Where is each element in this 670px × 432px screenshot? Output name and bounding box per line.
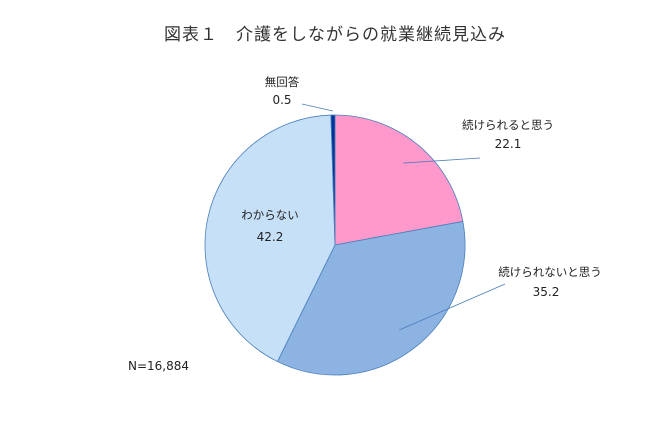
leader-line-0 <box>403 157 481 164</box>
slice-label-yes: 続けられると思う <box>462 118 554 132</box>
slice-value-yes: 22.1 <box>495 137 522 151</box>
slice-label-noanswer: 無回答 <box>265 75 300 89</box>
chart-title: 図表１ 介護をしながらの就業継続見込み <box>164 25 506 45</box>
leader-lines <box>301 103 506 331</box>
slice-label-unknown: わからない <box>241 208 299 222</box>
slice-noanswer <box>330 114 336 246</box>
slice-unknown <box>204 114 336 363</box>
slice-value-unknown: 42.2 <box>257 230 284 244</box>
slice-value-noanswer: 0.5 <box>272 93 291 107</box>
leader-line-1 <box>399 283 506 331</box>
leader-line-3 <box>301 103 333 112</box>
sample-size-note: N=16,884 <box>128 359 189 373</box>
slice-no <box>276 220 466 376</box>
slice-yes <box>334 114 464 246</box>
pie-slices <box>204 114 466 376</box>
slice-value-no: 35.2 <box>533 285 560 299</box>
slice-label-no: 続けられないと思う <box>498 265 602 279</box>
